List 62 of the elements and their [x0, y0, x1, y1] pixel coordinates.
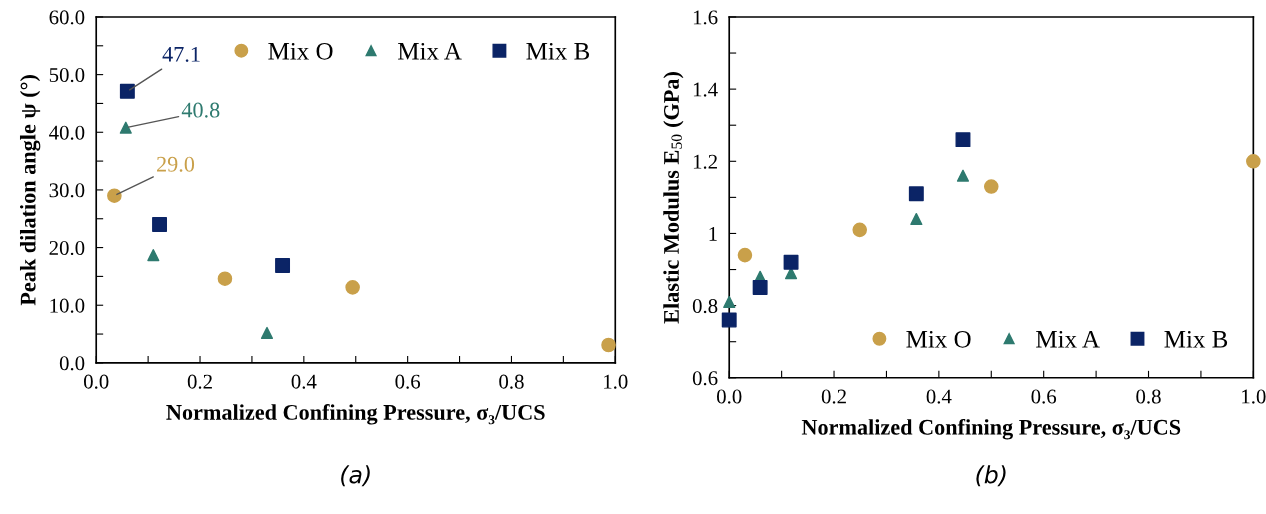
legend-label: Mix A: [1036, 330, 1100, 348]
x-tick-label: 0.4: [926, 389, 952, 404]
x-axis-title: Normalized Confining Pressure, σ₃/UCS: [166, 404, 545, 425]
y-tick-label: 10.0: [50, 298, 85, 313]
point: [723, 295, 736, 309]
y-tick-label: 1: [709, 226, 717, 241]
point: [783, 254, 799, 270]
x-tick-label: 0.6: [1031, 389, 1057, 404]
y-tick-label: 20.0: [49, 240, 85, 256]
point: [852, 222, 868, 238]
y-tick-label: 40.0: [49, 125, 85, 140]
x-tick-label: 0.4: [291, 374, 317, 389]
legend-label: Mix A: [398, 42, 462, 60]
y-tick-label: 50.0: [49, 67, 85, 83]
y-tick-label: 1.2: [693, 154, 717, 169]
y-tick-label: 0.8: [692, 299, 718, 314]
y-tick-label: 1.6: [693, 10, 718, 25]
point: [1246, 154, 1261, 169]
x-tick-label: 0.0: [83, 374, 109, 389]
text: (b): [976, 465, 1006, 487]
x-tick-label: 0.2: [821, 389, 846, 404]
y-tick-label: 30.0: [49, 183, 85, 198]
point: [908, 186, 924, 202]
y-tick-label: 0.0: [59, 356, 85, 371]
legend-label: Mix O: [268, 42, 333, 60]
y-axis-title: Peak dilation angle ψ (°): [19, 75, 41, 306]
point: [910, 212, 923, 226]
point: [152, 217, 168, 232]
point: [955, 132, 971, 148]
text: (a): [341, 465, 370, 487]
legend-label: Mix B: [526, 42, 590, 60]
point: [275, 257, 291, 273]
x-tick-label: 0.6: [395, 374, 421, 389]
point: [119, 121, 132, 134]
y-tick-label: 1.4: [693, 82, 718, 97]
x-tick-label: 0.2: [187, 374, 212, 389]
point: [737, 247, 753, 263]
point: [260, 326, 274, 339]
x-tick-label: 0.8: [499, 374, 524, 389]
legend-label: Mix B: [1164, 330, 1228, 348]
point: [752, 280, 768, 296]
x-tick-label: 1.0: [1242, 389, 1266, 404]
legend-label: Mix O: [906, 330, 971, 348]
point: [119, 83, 135, 99]
y-axis-title: Elastic Modulus E$_{50}$ (GPa): [663, 72, 684, 324]
point: [956, 169, 970, 182]
point: [217, 271, 233, 286]
point: [784, 267, 798, 280]
annotation: 40.8: [181, 102, 220, 118]
x-axis-title: Normalized Confining Pressure, σ₃/UCS: [801, 418, 1181, 440]
point: [107, 188, 122, 203]
annotation: 29.0: [157, 156, 195, 172]
point: [345, 280, 360, 295]
point: [601, 337, 616, 353]
point: [721, 312, 737, 328]
y-tick-label: 60.0: [49, 10, 85, 25]
point: [147, 248, 160, 262]
x-tick-label: 0.0: [716, 389, 742, 404]
annotation: 47.1: [162, 46, 200, 62]
x-tick-label: 1.0: [604, 374, 628, 389]
point: [983, 179, 999, 194]
x-tick-label: 0.8: [1136, 389, 1161, 404]
